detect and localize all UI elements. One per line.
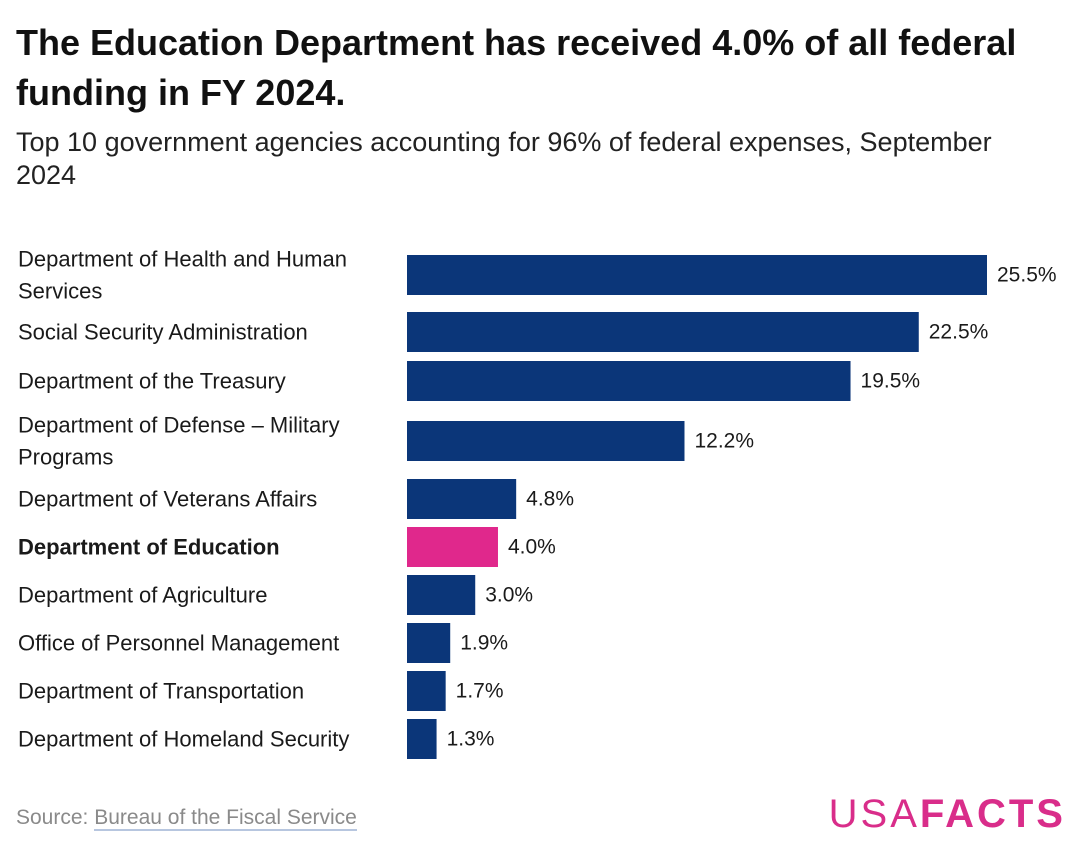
bar (407, 312, 919, 352)
chart-subtitle: Top 10 government agencies accounting fo… (16, 127, 992, 190)
category-label: Department of the Treasury (18, 369, 286, 394)
bar (407, 361, 851, 401)
bar (407, 671, 446, 711)
bar (407, 527, 498, 567)
bar-chart: 25.5% Department of Health and Human Servi… (18, 247, 1057, 759)
category-label: Department of Education (18, 535, 280, 560)
bar (407, 421, 685, 461)
chart-title: The Education Department has received 4.… (16, 22, 1017, 113)
category-label: Department of Agriculture (18, 583, 267, 608)
category-label: Department of Transportation (18, 679, 304, 704)
category-label: Department of Veterans Affairs (18, 487, 317, 512)
source-link[interactable]: Bureau of the Fiscal Service (94, 806, 357, 831)
bar-value-label: 1.3% (447, 728, 495, 751)
logo-text-facts: FACTS (919, 792, 1066, 836)
bar (407, 623, 451, 663)
category-label: Department of Homeland Security (18, 727, 349, 752)
source-note: Source: Bureau of the Fiscal Service (16, 806, 357, 831)
source-prefix: Source: (16, 806, 95, 829)
category-label: Programs (18, 445, 113, 470)
bar-value-label: 4.0% (508, 536, 556, 559)
bar (407, 255, 987, 295)
category-label: Department of Health and Human (18, 247, 347, 272)
category-label: Office of Personnel Management (18, 631, 339, 656)
bar-value-label: 12.2% (694, 430, 754, 453)
bar-value-label: 1.7% (456, 680, 504, 703)
category-label: Services (18, 279, 102, 304)
category-label: Social Security Administration (18, 320, 308, 345)
usafacts-logo: USAFACTS (829, 792, 1066, 837)
category-label: Department of Defense – Military (18, 413, 340, 438)
bar-value-label: 3.0% (485, 584, 533, 607)
logo-text-usa: USA (828, 792, 920, 836)
bar-value-label: 22.5% (929, 321, 989, 344)
bar-value-label: 1.9% (460, 632, 508, 655)
bar-value-label: 19.5% (861, 370, 921, 393)
bar (407, 575, 476, 615)
bar-value-label: 25.5% (997, 264, 1057, 287)
bar-value-label: 4.8% (526, 488, 574, 511)
bar (407, 719, 437, 759)
bar (407, 479, 517, 519)
